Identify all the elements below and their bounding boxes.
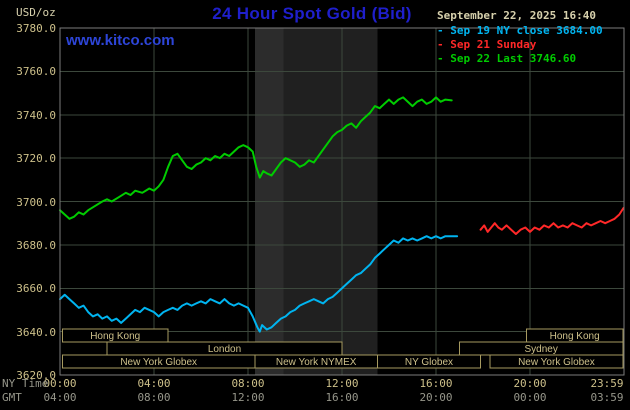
x-tick-ny-time: 16:00 xyxy=(419,377,453,390)
y-tick-label: 3740.0 xyxy=(16,108,56,122)
x-tick-ny-time: 08:00 xyxy=(231,377,265,390)
kitco-watermark-link[interactable]: www.kitco.com xyxy=(66,32,175,49)
legend-label: Sep 19 NY close 3684.00 xyxy=(450,24,603,37)
x-tick-ny-time: 12:00 xyxy=(325,377,359,390)
x-tick-gmt: 16:00 xyxy=(325,391,359,404)
session-box xyxy=(489,354,624,369)
y-tick-label: 3660.0 xyxy=(16,282,56,296)
legend-marker: - xyxy=(437,24,451,37)
gmt-row-label: GMT xyxy=(2,391,22,404)
x-tick-gmt: 12:00 xyxy=(231,391,265,404)
y-tick-label: 3720.0 xyxy=(16,152,56,166)
price-series-sep-22-last xyxy=(59,96,453,220)
x-tick-gmt: 08:00 xyxy=(137,391,171,404)
y-tick-label: 3780.0 xyxy=(16,22,56,35)
y-tick-label: 3700.0 xyxy=(16,195,56,209)
x-tick-gmt: 04:00 xyxy=(43,391,77,404)
y-tick-label: 3680.0 xyxy=(16,238,56,252)
legend-marker: - xyxy=(437,38,451,51)
y-axis-units: USD/oz xyxy=(16,6,56,19)
legend: - Sep 19 NY close 3684.00- Sep 21 Sunday… xyxy=(437,24,603,66)
legend-item: - Sep 19 NY close 3684.00 xyxy=(437,24,603,38)
session-label: London xyxy=(208,344,241,355)
price-series-sep-21-sunday xyxy=(479,207,625,235)
legend-item: - Sep 22 Last 3746.60 xyxy=(437,52,603,66)
y-tick-label: 3620.0 xyxy=(16,369,56,382)
legend-label: Sep 21 Sunday xyxy=(450,38,537,51)
session-box xyxy=(376,354,482,369)
x-tick-ny-time: 04:00 xyxy=(137,377,171,390)
x-tick-ny-time: 00:00 xyxy=(43,377,77,390)
x-tick-gmt: 03:59 xyxy=(590,391,624,404)
session-label: Hong Kong xyxy=(90,331,140,342)
ny-time-row-label: NY Time xyxy=(2,377,49,390)
session-label: Sydney xyxy=(524,344,557,355)
x-tick-ny-time: 23:59 xyxy=(590,377,624,390)
chart-title: 24 Hour Spot Gold (Bid) xyxy=(212,4,412,23)
chart-datetime: September 22, 2025 16:40 xyxy=(437,9,596,22)
session-label: NY Globex xyxy=(405,357,453,368)
legend-marker: - xyxy=(437,52,451,65)
x-tick-gmt: 00:00 xyxy=(513,391,547,404)
plot-frame xyxy=(59,27,625,376)
legend-item: - Sep 21 Sunday xyxy=(437,38,603,52)
price-series-sep-19-ny-close xyxy=(59,235,459,333)
session-label: Hong Kong xyxy=(550,331,600,342)
legend-label: Sep 22 Last 3746.60 xyxy=(450,52,577,65)
y-tick-label: 3760.0 xyxy=(16,65,56,79)
session-label: New York NYMEX xyxy=(276,357,357,368)
x-tick-gmt: 20:00 xyxy=(419,391,453,404)
y-tick-label: 3640.0 xyxy=(16,325,56,339)
session-label: New York Globex xyxy=(120,357,197,368)
session-label: New York Globex xyxy=(518,357,595,368)
x-tick-ny-time: 20:00 xyxy=(513,377,547,390)
